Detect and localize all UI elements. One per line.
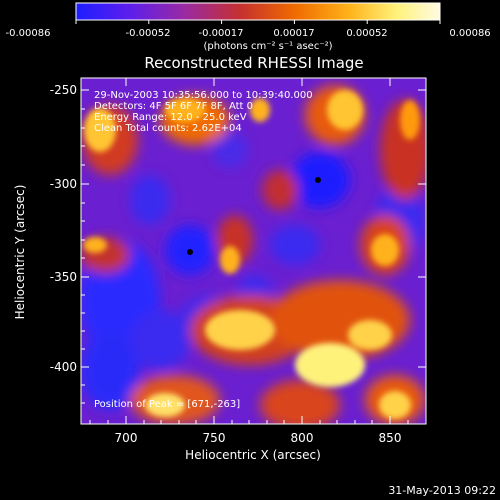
peak-position-label: Position of Peak = [671,-263] [94,399,240,410]
colorbar-tick-label: 0.00086 [449,28,490,39]
y-tick-label: -300 [50,177,77,191]
y-tick-label: -350 [50,270,77,284]
observation-info: 29-Nov-2003 10:35:56.000 to 10:39:40.000… [94,90,313,134]
info-detectors: Detectors: 4F 5F 6F 7F 8F, Att 0 [94,101,253,112]
info-energy-range: Energy Range: 12.0 - 25.0 keV [94,112,247,123]
y-tick-label: -250 [50,83,77,97]
colorbar-tick-label: 0.00017 [273,28,314,39]
colorbar-tick-label: -0.00017 [199,28,244,39]
y-tick-label: -400 [50,360,77,374]
plot-axes [80,77,427,425]
x-tick-label: 850 [379,431,402,445]
colorbar-tick-label: -0.00052 [126,28,171,39]
x-tick-label: 750 [203,431,226,445]
render-timestamp: 31-May-2013 09:22 [388,484,496,497]
colorbar-unit-label: (photons cm⁻² s⁻¹ asec⁻²) [203,41,332,52]
x-tick-label: 700 [115,431,138,445]
colorbar-tick-label: -0.00086 [6,28,51,39]
info-time-range: 29-Nov-2003 10:35:56.000 to 10:39:40.000 [94,90,313,101]
x-axis-label: Heliocentric X (arcsec) [185,448,321,462]
colorbar-tick-label: 0.00052 [346,28,387,39]
rhessi-image-panel [81,78,426,424]
info-total-counts: Clean Total counts: 2.62E+04 [94,123,242,134]
image-title: Reconstructed RHESSI Image [144,54,363,72]
colorbar-gradient [76,3,440,20]
x-tick-label: 800 [291,431,314,445]
colorbar: -0.00086 -0.00052 -0.00017 0.00017 0.000… [6,2,491,52]
y-axis-label: Heliocentric Y (arcsec) [13,185,27,320]
